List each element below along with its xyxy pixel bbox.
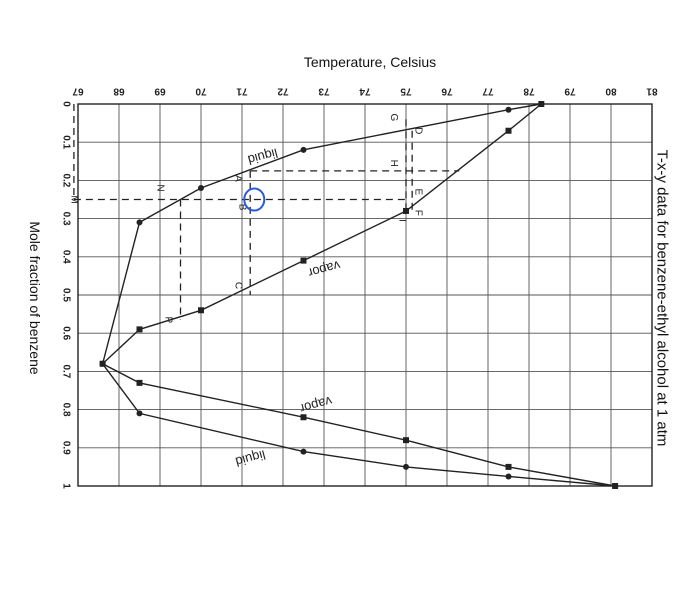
temp-tick-label: 79 bbox=[564, 85, 576, 96]
series-vapor-point bbox=[300, 414, 307, 421]
series-vapor-point bbox=[136, 326, 143, 333]
series-liquid-point bbox=[136, 219, 143, 226]
series-vapor-point bbox=[403, 437, 409, 444]
annotation-h: H bbox=[388, 160, 399, 167]
frac-tick-label: 0.8 bbox=[60, 403, 71, 417]
frac-tick-label: 0.2 bbox=[60, 173, 71, 187]
annotation-c: C bbox=[232, 282, 243, 289]
annotation-f: F bbox=[413, 210, 424, 216]
annotation-m: M bbox=[68, 195, 79, 203]
frac-tick-label: 0.4 bbox=[60, 250, 71, 264]
temp-tick-label: 70 bbox=[195, 85, 207, 96]
frac-tick-label: 0.3 bbox=[60, 212, 71, 226]
annotation-e: E bbox=[413, 189, 424, 196]
series-liquid-point bbox=[505, 473, 512, 480]
series-vapor-point bbox=[505, 463, 512, 470]
series-vapor-line bbox=[101, 103, 616, 487]
annotation-p: P bbox=[163, 316, 174, 323]
series-liquid-point bbox=[403, 463, 409, 470]
series-vapor-point bbox=[198, 307, 204, 314]
series-liquid-point bbox=[300, 448, 307, 455]
frac-tick-label: 0.9 bbox=[60, 441, 71, 455]
temp-tick-label: 74 bbox=[359, 85, 371, 96]
annotation-n: N bbox=[154, 184, 165, 191]
temp-tick-label: 76 bbox=[441, 85, 453, 96]
frac-tick-label: 0.6 bbox=[60, 326, 71, 340]
series-liquid-point bbox=[198, 185, 204, 192]
temp-tick-label: 80 bbox=[605, 85, 617, 96]
frac-tick-label: 0.5 bbox=[60, 288, 71, 302]
series-vapor-point bbox=[612, 483, 619, 489]
annotation-liquid: liquid bbox=[234, 447, 267, 469]
annotation-a: A bbox=[232, 175, 243, 182]
highlight-circle bbox=[243, 187, 266, 212]
temp-tick-label: 81 bbox=[646, 85, 658, 96]
temp-tick-label: 72 bbox=[277, 85, 289, 96]
temp-tick-label: 67 bbox=[72, 85, 84, 96]
frac-tick-label: 0 bbox=[60, 101, 71, 107]
frac-tick-label: 0.1 bbox=[60, 135, 71, 149]
frac-tick-label: 1 bbox=[60, 483, 71, 489]
series-liquid-point bbox=[136, 410, 143, 417]
temp-tick-label: 78 bbox=[523, 85, 535, 96]
temp-tick-label: 73 bbox=[318, 85, 330, 96]
annotation-i: I bbox=[396, 219, 407, 222]
temp-tick-label: 69 bbox=[154, 85, 166, 96]
temp-tick-label: 77 bbox=[482, 85, 494, 96]
series-vapor-point bbox=[403, 207, 409, 214]
series-vapor-point bbox=[300, 257, 307, 264]
temp-tick-label: 75 bbox=[400, 85, 412, 96]
series-vapor-point bbox=[538, 101, 545, 107]
temp-tick-label: 71 bbox=[236, 85, 248, 96]
series-liquid-point bbox=[505, 106, 512, 113]
series-liquid-point bbox=[300, 146, 307, 153]
series-vapor-point bbox=[99, 360, 106, 367]
temp-tick-label: 68 bbox=[113, 85, 125, 96]
series-vapor-point bbox=[505, 127, 512, 134]
annotation-vapor: vapor bbox=[298, 393, 334, 416]
series-vapor-point bbox=[136, 379, 143, 386]
frac-tick-label: 0.7 bbox=[60, 364, 71, 378]
annotation-liquid: liquid bbox=[246, 145, 279, 167]
y-axis-label: Temperature, Celsius bbox=[303, 54, 437, 70]
annotation-d: D bbox=[413, 127, 424, 134]
plot-frame bbox=[77, 103, 653, 487]
annotation-b: B bbox=[236, 204, 247, 211]
annotation-g: G bbox=[388, 113, 399, 121]
